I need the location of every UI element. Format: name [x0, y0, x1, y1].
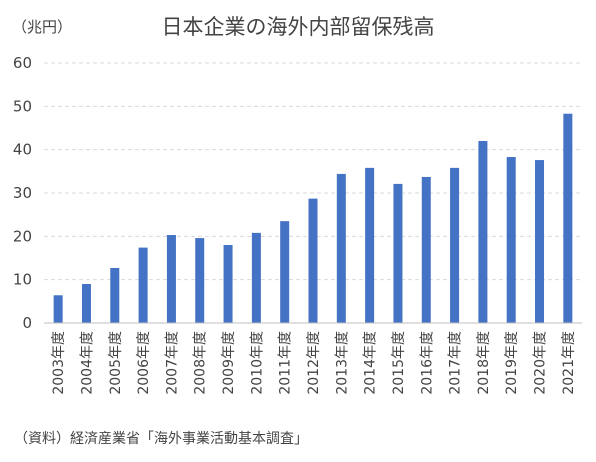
- bar-2013年度: [336, 173, 346, 323]
- bar-2009年度: [223, 245, 233, 323]
- x-category-label: 2021年度: [561, 331, 577, 395]
- y-tick-label: 50: [13, 97, 32, 115]
- x-category-label: 2018年度: [476, 331, 492, 395]
- bars: [53, 113, 573, 323]
- chart-title: 日本企業の海外内部留保残高: [162, 15, 435, 39]
- y-tick-labels: 0 10 20 30 40 50 60: [13, 54, 32, 332]
- bar-2020年度: [535, 160, 545, 323]
- bar-2003年度: [53, 295, 63, 323]
- y-tick-label: 0: [22, 314, 32, 332]
- bar-2019年度: [506, 157, 516, 323]
- x-category-label: 2010年度: [249, 331, 265, 395]
- bar-2018年度: [478, 141, 488, 323]
- x-category-label: 2011年度: [278, 331, 294, 395]
- x-category-label: 2006年度: [136, 331, 152, 395]
- bar-2021年度: [563, 113, 573, 323]
- bar-2006年度: [138, 247, 148, 323]
- bar-2014年度: [365, 167, 375, 323]
- y-tick-label: 60: [13, 54, 32, 72]
- x-category-label: 2020年度: [533, 331, 549, 395]
- y-tick-label: 10: [13, 271, 32, 289]
- x-category-label: 2003年度: [51, 331, 67, 395]
- bar-2005年度: [110, 267, 120, 323]
- bar-2004年度: [81, 284, 91, 323]
- x-category-label: 2012年度: [306, 331, 322, 395]
- bar-2008年度: [195, 238, 205, 323]
- x-category-label: 2014年度: [363, 331, 379, 395]
- x-category-labels: 2003年度 2004年度 2005年度 2006年度 2007年度 2008年度 2009…: [51, 331, 577, 395]
- bar-2015年度: [393, 183, 403, 323]
- source-note: （資料）経済産業省「海外事業活動基本調査」: [14, 430, 308, 447]
- x-category-label: 2016年度: [419, 331, 435, 395]
- bar-2010年度: [251, 232, 261, 323]
- x-category-label: 2007年度: [164, 331, 180, 395]
- x-category-label: 2009年度: [221, 331, 237, 395]
- x-category-label: 2008年度: [193, 331, 209, 395]
- y-tick-label: 30: [13, 184, 32, 202]
- bar-2011年度: [280, 221, 290, 323]
- x-category-label: 2005年度: [108, 331, 124, 395]
- bar-2007年度: [166, 235, 176, 323]
- x-category-label: 2004年度: [79, 331, 95, 395]
- x-category-label: 2013年度: [334, 331, 350, 395]
- y-tick-label: 40: [13, 141, 32, 159]
- bar-2016年度: [421, 176, 431, 323]
- y-tick-label: 20: [13, 227, 32, 245]
- y-unit-label: （兆円）: [12, 18, 72, 36]
- bar-2012年度: [308, 198, 318, 323]
- x-category-label: 2015年度: [391, 331, 407, 395]
- x-category-label: 2019年度: [504, 331, 520, 395]
- x-category-label: 2017年度: [448, 331, 464, 395]
- bar-2017年度: [450, 167, 460, 323]
